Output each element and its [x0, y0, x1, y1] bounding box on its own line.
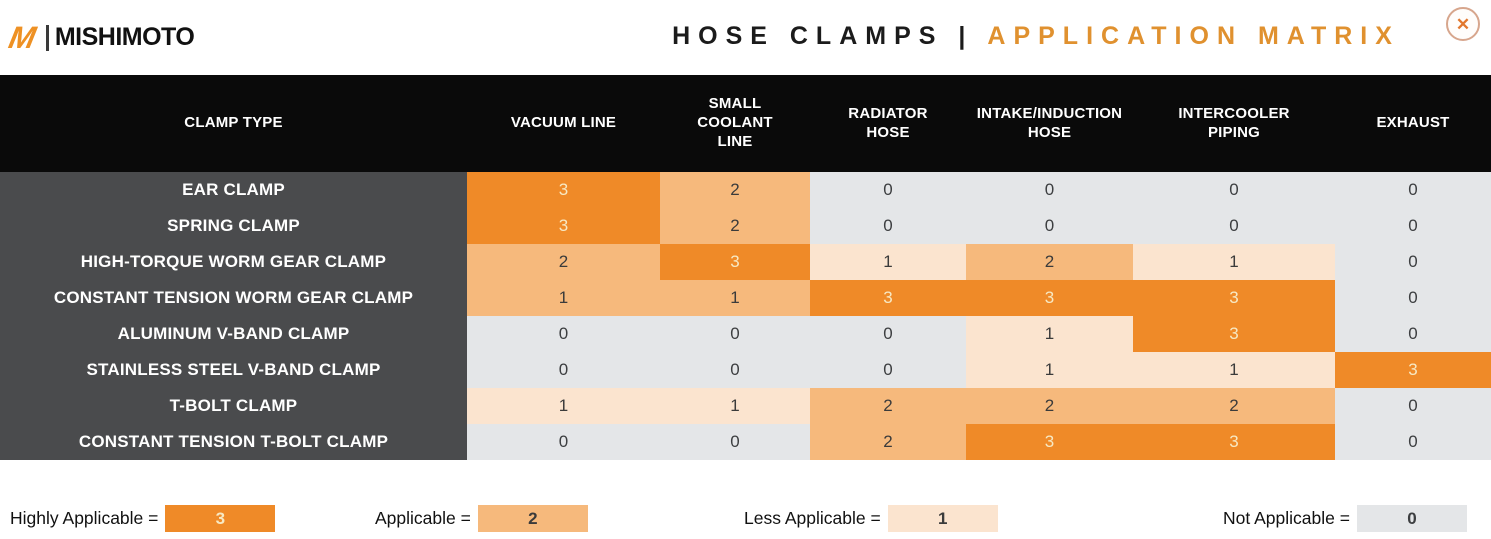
matrix-cell-r0-c4: 0 — [1133, 172, 1335, 208]
page-title-left: HOSE CLAMPS | — [672, 22, 974, 50]
column-header-4: INTAKE/INDUCTION HOSE — [966, 75, 1133, 172]
matrix-cell-r2-c0: 2 — [467, 244, 660, 280]
row-label-3: CONSTANT TENSION WORM GEAR CLAMP — [0, 280, 467, 316]
matrix-cell-r0-c0: 3 — [467, 172, 660, 208]
legend-label: Highly Applicable = — [10, 508, 159, 528]
matrix-cell-r3-c0: 1 — [467, 280, 660, 316]
matrix-cell-r5-c3: 1 — [966, 352, 1133, 388]
matrix-cell-r6-c3: 2 — [966, 388, 1133, 424]
matrix-cell-r7-c2: 2 — [810, 424, 966, 460]
matrix-cell-r3-c4: 3 — [1133, 280, 1335, 316]
matrix-cell-r1-c3: 0 — [966, 208, 1133, 244]
mishimoto-m-icon: M — [2, 20, 43, 55]
matrix-cell-r1-c1: 2 — [660, 208, 810, 244]
matrix-cell-r3-c1: 1 — [660, 280, 810, 316]
column-header-0: CLAMP TYPE — [0, 75, 467, 172]
matrix-cell-r2-c1: 3 — [660, 244, 810, 280]
matrix-cell-r2-c5: 0 — [1335, 244, 1491, 280]
matrix-cell-r5-c2: 0 — [810, 352, 966, 388]
matrix-table: CLAMP TYPE VACUUM LINE SMALL COOLANT LINE R… — [0, 75, 1491, 460]
logo-divider — [45, 24, 49, 51]
page-title: HOSE CLAMPS | APPLICATION MATRIX — [672, 22, 1400, 51]
matrix-cell-r6-c5: 0 — [1335, 388, 1491, 424]
legend-item-3: Not Applicable = 0 — [1223, 505, 1467, 532]
matrix-cell-r6-c2: 2 — [810, 388, 966, 424]
matrix-cell-r5-c1: 0 — [660, 352, 810, 388]
legend-item-2: Less Applicable = 1 — [744, 505, 998, 532]
matrix-cell-r6-c0: 1 — [467, 388, 660, 424]
legend-swatch: 0 — [1356, 505, 1467, 532]
matrix-cell-r3-c3: 3 — [966, 280, 1133, 316]
top-bar: M MISHIMOTO HOSE CLAMPS | APPLICATION MA… — [0, 0, 1491, 75]
matrix-cell-r4-c1: 0 — [660, 316, 810, 352]
legend-item-1: Applicable = 2 — [375, 505, 588, 532]
legend-swatch: 3 — [165, 505, 276, 532]
matrix-cell-r5-c0: 0 — [467, 352, 660, 388]
matrix-cell-r4-c3: 1 — [966, 316, 1133, 352]
matrix-cell-r1-c5: 0 — [1335, 208, 1491, 244]
matrix-cell-r6-c1: 1 — [660, 388, 810, 424]
matrix-cell-r2-c4: 1 — [1133, 244, 1335, 280]
mishimoto-logo: M MISHIMOTO — [3, 20, 195, 55]
row-label-2: HIGH-TORQUE WORM GEAR CLAMP — [0, 244, 467, 280]
close-button[interactable]: ✕ — [1446, 7, 1480, 41]
matrix-cell-r6-c4: 2 — [1133, 388, 1335, 424]
legend-label: Not Applicable = — [1223, 508, 1350, 528]
row-label-7: CONSTANT TENSION T-BOLT CLAMP — [0, 424, 467, 460]
column-header-6: EXHAUST — [1335, 75, 1491, 172]
legend-label: Applicable = — [375, 508, 471, 528]
matrix-cell-r7-c3: 3 — [966, 424, 1133, 460]
column-header-1: VACUUM LINE — [467, 75, 660, 172]
matrix-cell-r7-c5: 0 — [1335, 424, 1491, 460]
column-header-3: RADIATOR HOSE — [810, 75, 966, 172]
page-title-right: APPLICATION MATRIX — [987, 22, 1400, 50]
row-label-5: STAINLESS STEEL V-BAND CLAMP — [0, 352, 467, 388]
matrix-cell-r5-c4: 1 — [1133, 352, 1335, 388]
matrix-cell-r1-c0: 3 — [467, 208, 660, 244]
matrix-cell-r7-c0: 0 — [467, 424, 660, 460]
matrix-cell-r3-c2: 3 — [810, 280, 966, 316]
matrix-cell-r4-c2: 0 — [810, 316, 966, 352]
legend-item-0: Highly Applicable = 3 — [10, 505, 276, 532]
matrix-cell-r5-c5: 3 — [1335, 352, 1491, 388]
row-label-1: SPRING CLAMP — [0, 208, 467, 244]
matrix-cell-r2-c3: 2 — [966, 244, 1133, 280]
matrix-cell-r4-c5: 0 — [1335, 316, 1491, 352]
column-header-5: INTERCOOLER PIPING — [1133, 75, 1335, 172]
column-header-2: SMALL COOLANT LINE — [660, 75, 810, 172]
matrix-cell-r1-c4: 0 — [1133, 208, 1335, 244]
legend-label: Less Applicable = — [744, 508, 881, 528]
matrix-cell-r0-c3: 0 — [966, 172, 1133, 208]
matrix-cell-r3-c5: 0 — [1335, 280, 1491, 316]
row-label-4: ALUMINUM V-BAND CLAMP — [0, 316, 467, 352]
matrix-cell-r0-c5: 0 — [1335, 172, 1491, 208]
brand-name: MISHIMOTO — [54, 23, 195, 51]
row-label-0: EAR CLAMP — [0, 172, 467, 208]
matrix-cell-r7-c1: 0 — [660, 424, 810, 460]
matrix-cell-r4-c0: 0 — [467, 316, 660, 352]
matrix-cell-r2-c2: 1 — [810, 244, 966, 280]
legend-swatch: 2 — [477, 505, 588, 532]
row-label-6: T-BOLT CLAMP — [0, 388, 467, 424]
matrix-cell-r4-c4: 3 — [1133, 316, 1335, 352]
matrix-cell-r0-c2: 0 — [810, 172, 966, 208]
legend: Highly Applicable = 3 Applicable = 2 Less Ap… — [0, 505, 1491, 535]
close-icon: ✕ — [1455, 14, 1471, 34]
matrix-cell-r1-c2: 0 — [810, 208, 966, 244]
legend-swatch: 1 — [887, 505, 998, 532]
matrix-cell-r7-c4: 3 — [1133, 424, 1335, 460]
matrix-cell-r0-c1: 2 — [660, 172, 810, 208]
